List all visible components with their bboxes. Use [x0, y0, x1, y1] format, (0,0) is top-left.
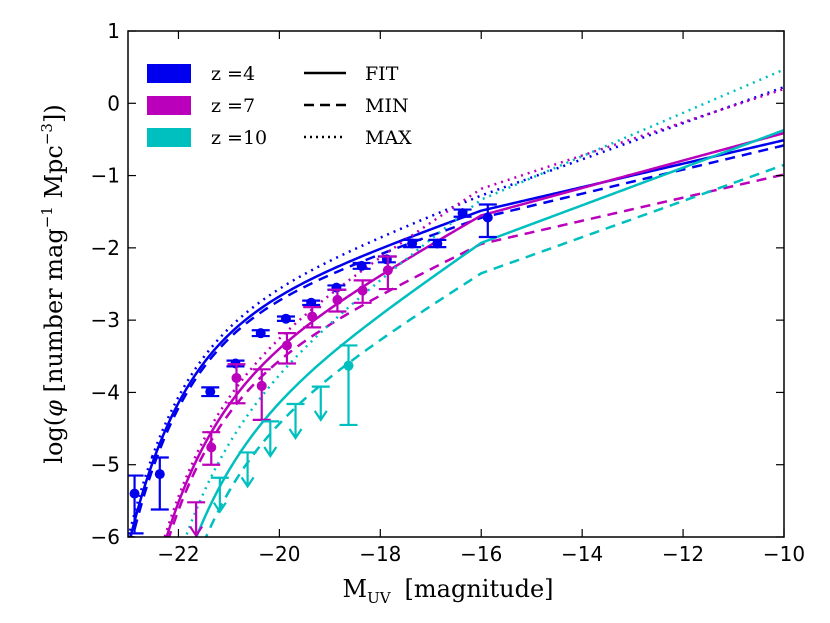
data-point-z7 — [252, 368, 271, 421]
curve-z10-fit — [195, 128, 784, 537]
x-tick-label: −18 — [359, 542, 401, 566]
legend-label-z7: z =7 — [211, 95, 255, 117]
y-tick-label: 0 — [107, 91, 120, 115]
data-point-z4 — [453, 208, 472, 219]
y-tick-label: −2 — [91, 236, 120, 260]
data-point-z7 — [202, 431, 221, 466]
data-point-z7 — [277, 332, 296, 365]
x-tick-label: −10 — [763, 542, 805, 566]
data-point-z4 — [276, 313, 295, 324]
y-tick-label: −6 — [91, 525, 120, 549]
legend-swatch-z7 — [147, 96, 191, 115]
y-tick-label: −5 — [91, 453, 120, 477]
y-tick-label: −3 — [91, 308, 120, 332]
data-point-z4 — [302, 297, 321, 308]
legend-swatch-z4 — [147, 64, 191, 83]
curve-z7-fit — [165, 131, 784, 537]
y-tick-label: 1 — [107, 19, 120, 43]
curve-z7-max — [163, 87, 784, 537]
data-point-z4 — [428, 238, 447, 249]
curve-z7-min — [167, 173, 784, 537]
legend-label-max: MAX — [365, 127, 412, 149]
data-point-z4 — [201, 386, 220, 398]
x-tick-label: −12 — [662, 542, 704, 566]
y-tick-label: −4 — [91, 380, 120, 404]
legend: z =4 z =7 z =10 FIT MIN MAX — [147, 63, 412, 149]
legend-label-min: MIN — [365, 95, 409, 117]
curve-z4-fit — [129, 138, 784, 537]
data-markers — [128, 203, 497, 537]
x-tick-label: −20 — [258, 542, 300, 566]
data-point-z10 — [339, 344, 358, 427]
x-tick-label: −14 — [561, 542, 603, 566]
x-axis-title: MUV [magnitude] — [342, 575, 553, 607]
axis-ticks: −22 −20 −18 −16 −14 −12 −10 1 0 −1 −2 −3 −4 −5 −6 — [91, 19, 806, 566]
data-point-z7 — [328, 288, 347, 313]
data-point-z7 — [353, 279, 372, 304]
data-point-z4 — [403, 238, 422, 249]
curve-z10-min — [204, 163, 784, 537]
data-point-z4 — [478, 203, 497, 239]
y-axis-title: log(φ [number mag−1 Mpc−3]) — [38, 104, 68, 463]
upper-limit-z10 — [261, 420, 280, 459]
legend-label-z4: z =4 — [211, 63, 255, 85]
upper-limit-z10 — [210, 476, 229, 514]
data-point-z4 — [352, 260, 371, 271]
data-point-z7 — [227, 363, 246, 405]
data-point-z4 — [251, 328, 270, 339]
x-tick-label: −16 — [460, 542, 502, 566]
y-tick-label: −1 — [91, 164, 120, 188]
legend-label-z10: z =10 — [211, 127, 267, 149]
upper-limit-z10 — [238, 451, 257, 489]
legend-label-fit: FIT — [365, 63, 399, 85]
data-point-z4 — [128, 474, 144, 535]
data-point-z7 — [378, 255, 397, 291]
data-point-z4 — [150, 456, 169, 511]
upper-limit-z10 — [311, 385, 330, 422]
plot-frame — [127, 30, 785, 538]
data-point-z7 — [303, 306, 322, 329]
upper-limit-z7 — [187, 501, 206, 537]
legend-swatch-z10 — [147, 128, 191, 147]
upper-limit-z10 — [286, 402, 305, 440]
x-tick-label: −22 — [157, 542, 199, 566]
fit-curves — [128, 68, 784, 537]
